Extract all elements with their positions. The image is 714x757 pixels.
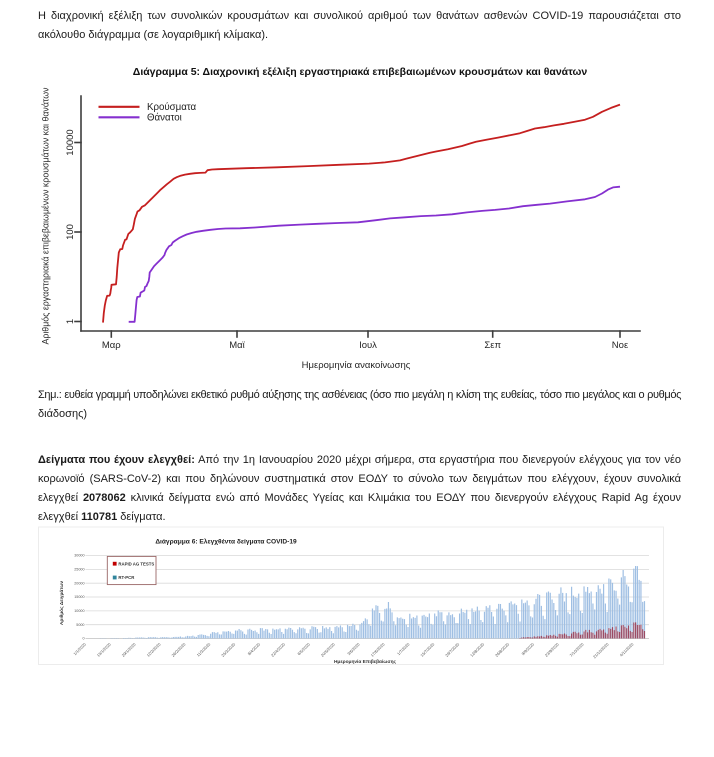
svg-text:Ιουλ: Ιουλ	[359, 340, 377, 351]
svg-text:Μαρ: Μαρ	[102, 340, 121, 351]
svg-text:1: 1	[65, 319, 76, 324]
svg-text:10000: 10000	[74, 609, 84, 613]
svg-text:20000: 20000	[74, 581, 84, 585]
svg-text:30000: 30000	[74, 554, 84, 558]
svg-text:100: 100	[65, 224, 76, 240]
svg-text:5000: 5000	[76, 623, 84, 627]
svg-text:Μαϊ: Μαϊ	[229, 340, 245, 351]
svg-text:25000: 25000	[74, 568, 84, 572]
svg-text:Αριθμός Δειγμάτων: Αριθμός Δειγμάτων	[59, 581, 65, 626]
svg-text:15000: 15000	[74, 595, 84, 599]
svg-text:Αριθμός εργαστηριακά επιβεβαιω: Αριθμός εργαστηριακά επιβεβαιωμένων κρου…	[41, 87, 51, 345]
svg-text:Κρούσματα: Κρούσματα	[147, 102, 197, 113]
svg-text:Ημερομηνία Επιβεβαίωσης: Ημερομηνία Επιβεβαίωσης	[334, 659, 397, 665]
svg-text:Σεπ: Σεπ	[484, 340, 501, 351]
svg-text:Θάνατοι: Θάνατοι	[147, 113, 182, 124]
svg-text:Νοε: Νοε	[612, 340, 629, 351]
svg-text:RT-PCR: RT-PCR	[118, 575, 135, 580]
svg-text:10000: 10000	[65, 129, 76, 155]
svg-text:Διάγραμμα 6: Ελεγχθέντα δείγμα: Διάγραμμα 6: Ελεγχθέντα δείγματα COVID-1…	[155, 538, 297, 546]
svg-text:Ημερομηνία ανακοίνωσης: Ημερομηνία ανακοίνωσης	[302, 360, 411, 371]
svg-text:RAPID AG TESTS: RAPID AG TESTS	[118, 561, 154, 566]
svg-text:0: 0	[82, 637, 84, 641]
